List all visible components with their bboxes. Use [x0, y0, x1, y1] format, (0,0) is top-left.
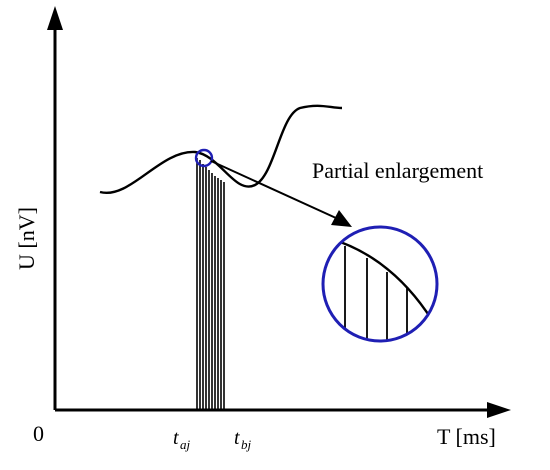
signal-curve — [99, 104, 343, 195]
x-axis-arrowhead — [487, 402, 511, 418]
svg-text:t: t — [173, 427, 179, 449]
marker-ta: t aj — [173, 427, 191, 452]
enlargement-arrowhead — [331, 210, 352, 227]
svg-text:aj: aj — [180, 437, 191, 452]
enlargement-circle — [321, 225, 439, 343]
marker-tb: t bj — [234, 427, 252, 452]
y-axis-label: U [nV] — [14, 207, 39, 270]
partial-enlargement-label: Partial enlargement — [312, 158, 483, 183]
origin-label: 0 — [33, 421, 44, 446]
x-axis-label: T [ms] — [437, 424, 496, 449]
highlight-circle — [194, 148, 214, 168]
enlargement-arrow — [210, 160, 337, 219]
hatched-region — [196, 158, 225, 410]
svg-text:t: t — [234, 427, 240, 449]
y-axis-arrowhead — [47, 6, 63, 30]
svg-text:bj: bj — [241, 437, 252, 452]
